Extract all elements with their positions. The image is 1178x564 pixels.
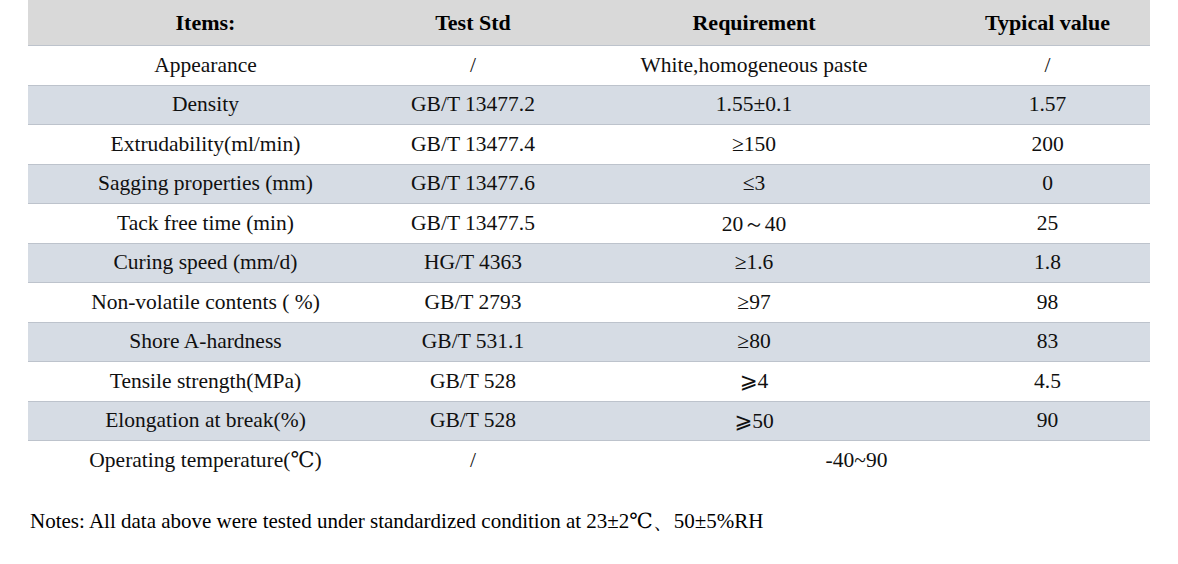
cell-requirement: ⩾4 (563, 362, 945, 402)
cell-requirement: ≥97 (563, 283, 945, 323)
cell-item: Sagging properties (mm) (28, 164, 383, 204)
cell-requirement-merged: -40~90 (563, 441, 1150, 480)
table-row: Elongation at break(%) GB/T 528 ⩾50 90 (28, 401, 1150, 441)
table-row: Sagging properties (mm) GB/T 13477.6 ≤3 … (28, 164, 1150, 204)
table-row: Non-volatile contents ( %) GB/T 2793 ≥97… (28, 283, 1150, 323)
cell-test-std: GB/T 528 (383, 362, 563, 402)
cell-requirement: ≥150 (563, 125, 945, 165)
cell-typical-value: 90 (945, 401, 1150, 441)
cell-typical-value: 1.8 (945, 243, 1150, 283)
cell-requirement: White,homogeneous paste (563, 46, 945, 86)
table-row: Extrudability(ml/min) GB/T 13477.4 ≥150 … (28, 125, 1150, 165)
spec-table: Items: Test Std Requirement Typical valu… (28, 0, 1150, 480)
cell-test-std: GB/T 528 (383, 401, 563, 441)
cell-typical-value: 0 (945, 164, 1150, 204)
cell-requirement: 20～40 (563, 204, 945, 244)
cell-requirement: 1.55±0.1 (563, 85, 945, 125)
cell-typical-value: 1.57 (945, 85, 1150, 125)
table-row: Appearance / White,homogeneous paste / (28, 46, 1150, 86)
cell-test-std: / (383, 441, 563, 480)
col-header-typical-value: Typical value (945, 0, 1150, 46)
cell-test-std: GB/T 13477.4 (383, 125, 563, 165)
cell-item: Curing speed (mm/d) (28, 243, 383, 283)
cell-item: Elongation at break(%) (28, 401, 383, 441)
cell-requirement: ≤3 (563, 164, 945, 204)
cell-requirement: ≥80 (563, 322, 945, 362)
datasheet-page: Items: Test Std Requirement Typical valu… (0, 0, 1178, 564)
cell-item: Operating temperature(℃) (28, 441, 383, 480)
cell-typical-value: / (945, 46, 1150, 86)
cell-requirement: ⩾50 (563, 401, 945, 441)
cell-item: Density (28, 85, 383, 125)
table-row: Curing speed (mm/d) HG/T 4363 ≥1.6 1.8 (28, 243, 1150, 283)
cell-typical-value: 98 (945, 283, 1150, 323)
cell-item: Non-volatile contents ( %) (28, 283, 383, 323)
col-header-requirement: Requirement (563, 0, 945, 46)
table-row: Density GB/T 13477.2 1.55±0.1 1.57 (28, 85, 1150, 125)
header-row: Items: Test Std Requirement Typical valu… (28, 0, 1150, 46)
cell-item: Tack free time (min) (28, 204, 383, 244)
cell-item: Shore A-hardness (28, 322, 383, 362)
cell-test-std: GB/T 2793 (383, 283, 563, 323)
cell-typical-value: 200 (945, 125, 1150, 165)
table-row: Operating temperature(℃) / -40~90 (28, 441, 1150, 480)
notes-line: Notes: All data above were tested under … (30, 507, 764, 535)
cell-item: Extrudability(ml/min) (28, 125, 383, 165)
cell-test-std: HG/T 4363 (383, 243, 563, 283)
cell-test-std: GB/T 13477.6 (383, 164, 563, 204)
cell-test-std: GB/T 531.1 (383, 322, 563, 362)
cell-typical-value: 83 (945, 322, 1150, 362)
cell-test-std: / (383, 46, 563, 86)
col-header-test-std: Test Std (383, 0, 563, 46)
cell-requirement: ≥1.6 (563, 243, 945, 283)
col-header-items: Items: (28, 0, 383, 46)
cell-item: Tensile strength(MPa) (28, 362, 383, 402)
cell-test-std: GB/T 13477.5 (383, 204, 563, 244)
cell-typical-value: 4.5 (945, 362, 1150, 402)
table-row: Tack free time (min) GB/T 13477.5 20～40 … (28, 204, 1150, 244)
table-row: Shore A-hardness GB/T 531.1 ≥80 83 (28, 322, 1150, 362)
cell-test-std: GB/T 13477.2 (383, 85, 563, 125)
cell-item: Appearance (28, 46, 383, 86)
cell-typical-value: 25 (945, 204, 1150, 244)
table-row: Tensile strength(MPa) GB/T 528 ⩾4 4.5 (28, 362, 1150, 402)
